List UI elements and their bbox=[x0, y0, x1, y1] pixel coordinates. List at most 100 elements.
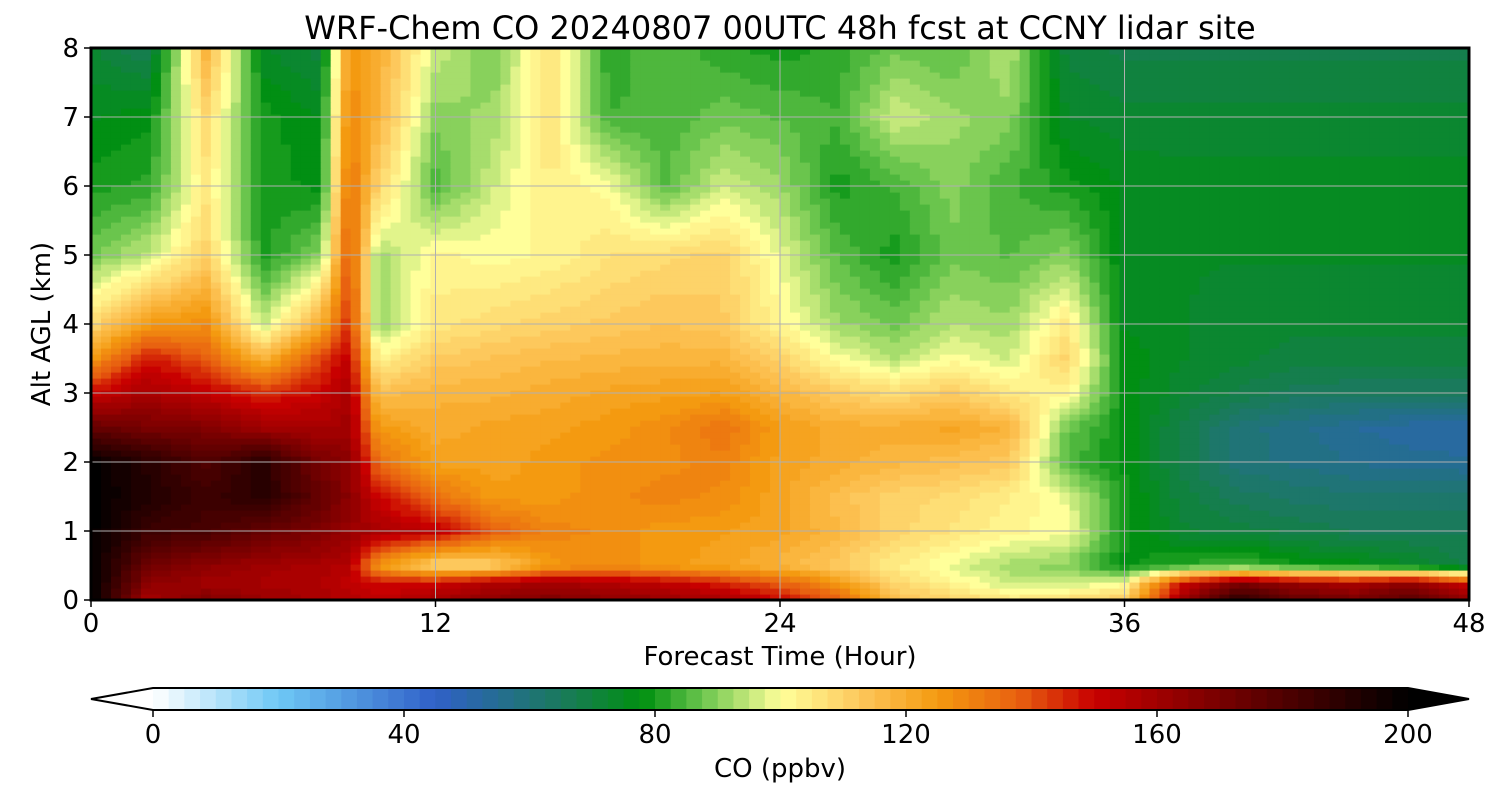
heatmap-cell bbox=[819, 558, 831, 565]
heatmap-cell bbox=[480, 438, 492, 445]
heatmap-cell bbox=[829, 570, 841, 577]
heatmap-cell bbox=[1179, 468, 1191, 475]
heatmap-cell bbox=[1089, 438, 1101, 445]
heatmap-cell bbox=[1049, 522, 1061, 529]
heatmap-cell bbox=[250, 588, 262, 595]
heatmap-cell bbox=[700, 414, 711, 421]
heatmap-cell bbox=[1089, 594, 1101, 601]
heatmap-cell bbox=[939, 432, 951, 439]
heatmap-cell bbox=[120, 438, 132, 445]
heatmap-cell bbox=[1449, 450, 1460, 457]
heatmap-cell bbox=[819, 588, 831, 595]
heatmap-cell bbox=[620, 540, 631, 547]
heatmap-cell bbox=[1199, 408, 1210, 415]
heatmap-cell bbox=[909, 414, 921, 421]
heatmap-cell bbox=[210, 456, 222, 463]
heatmap-cell bbox=[1449, 402, 1460, 409]
heatmap-cell bbox=[550, 534, 561, 541]
heatmap-cell bbox=[630, 384, 641, 391]
heatmap-cell bbox=[809, 504, 821, 511]
heatmap-cell bbox=[989, 552, 1001, 559]
heatmap-cell bbox=[899, 426, 911, 433]
heatmap-cell bbox=[660, 588, 671, 595]
heatmap-cell bbox=[1299, 456, 1310, 463]
heatmap-cell bbox=[1079, 594, 1091, 601]
heatmap-cell bbox=[1379, 396, 1390, 403]
heatmap-cell bbox=[560, 462, 571, 469]
heatmap-cell bbox=[410, 576, 422, 583]
heatmap-cell bbox=[540, 498, 551, 505]
heatmap-cell bbox=[770, 456, 781, 463]
heatmap-cell bbox=[190, 582, 202, 589]
heatmap-cell bbox=[210, 498, 222, 505]
heatmap-cell bbox=[510, 552, 521, 559]
heatmap-cell bbox=[240, 558, 252, 565]
heatmap-cell bbox=[939, 570, 951, 577]
heatmap-cell bbox=[1219, 414, 1230, 421]
heatmap-cell bbox=[999, 468, 1011, 475]
heatmap-cell bbox=[1449, 582, 1460, 589]
heatmap-cell bbox=[1289, 582, 1300, 589]
heatmap-cell bbox=[370, 474, 382, 481]
heatmap-cell bbox=[829, 594, 841, 601]
heatmap-cell bbox=[1139, 474, 1151, 481]
heatmap-cell bbox=[160, 498, 172, 505]
heatmap-cell bbox=[799, 492, 811, 499]
heatmap-cell bbox=[1369, 558, 1380, 565]
heatmap-cell bbox=[939, 582, 951, 589]
heatmap-cell bbox=[1069, 582, 1081, 589]
heatmap-cell bbox=[680, 438, 691, 445]
heatmap-cell bbox=[1439, 534, 1450, 541]
heatmap-cell bbox=[1109, 540, 1121, 547]
heatmap-cell bbox=[360, 582, 372, 589]
heatmap-cell bbox=[1169, 408, 1181, 415]
heatmap-cell bbox=[310, 438, 322, 445]
heatmap-cell bbox=[690, 558, 701, 565]
heatmap-cell bbox=[200, 510, 212, 517]
heatmap-cell bbox=[290, 492, 302, 499]
heatmap-cell bbox=[460, 504, 472, 511]
heatmap-cell bbox=[460, 594, 472, 601]
heatmap-cell bbox=[959, 576, 971, 583]
heatmap-cell bbox=[550, 522, 561, 529]
heatmap-cell bbox=[540, 540, 551, 547]
heatmap-cell bbox=[939, 474, 951, 481]
heatmap-cell bbox=[1319, 468, 1330, 475]
heatmap-cell bbox=[809, 444, 821, 451]
heatmap-cell bbox=[899, 546, 911, 553]
heatmap-cell bbox=[510, 426, 521, 433]
heatmap-cell bbox=[1429, 420, 1440, 427]
heatmap-cell bbox=[899, 438, 911, 445]
heatmap-cell bbox=[700, 426, 711, 433]
heatmap-cell bbox=[1419, 396, 1430, 403]
heatmap-cell bbox=[1329, 444, 1340, 451]
heatmap-cell bbox=[160, 534, 172, 541]
heatmap-cell bbox=[1459, 432, 1470, 439]
heatmap-cell bbox=[490, 420, 502, 427]
heatmap-cell bbox=[100, 378, 112, 385]
heatmap-cell bbox=[170, 432, 182, 439]
heatmap-cell bbox=[730, 414, 741, 421]
heatmap-cell bbox=[280, 378, 292, 385]
heatmap-cell bbox=[150, 516, 162, 523]
heatmap-cell bbox=[1419, 594, 1430, 601]
heatmap-cell bbox=[690, 498, 701, 505]
heatmap-cell bbox=[360, 474, 372, 481]
heatmap-cell bbox=[1169, 534, 1181, 541]
heatmap-cell bbox=[849, 546, 861, 553]
heatmap-cell bbox=[760, 414, 771, 421]
heatmap-cell bbox=[949, 558, 961, 565]
heatmap-cell bbox=[100, 444, 112, 451]
heatmap-cell bbox=[1219, 456, 1230, 463]
heatmap-cell bbox=[240, 576, 252, 583]
heatmap-cell bbox=[1209, 384, 1220, 391]
heatmap-cell bbox=[220, 420, 232, 427]
heatmap-cell bbox=[849, 408, 861, 415]
heatmap-cell bbox=[220, 588, 232, 595]
heatmap-cell bbox=[570, 492, 581, 499]
heatmap-cell bbox=[210, 558, 222, 565]
heatmap-cell bbox=[750, 534, 761, 541]
heatmap-cell bbox=[1349, 462, 1360, 469]
heatmap-cell bbox=[320, 408, 332, 415]
heatmap-cell bbox=[1339, 534, 1350, 541]
